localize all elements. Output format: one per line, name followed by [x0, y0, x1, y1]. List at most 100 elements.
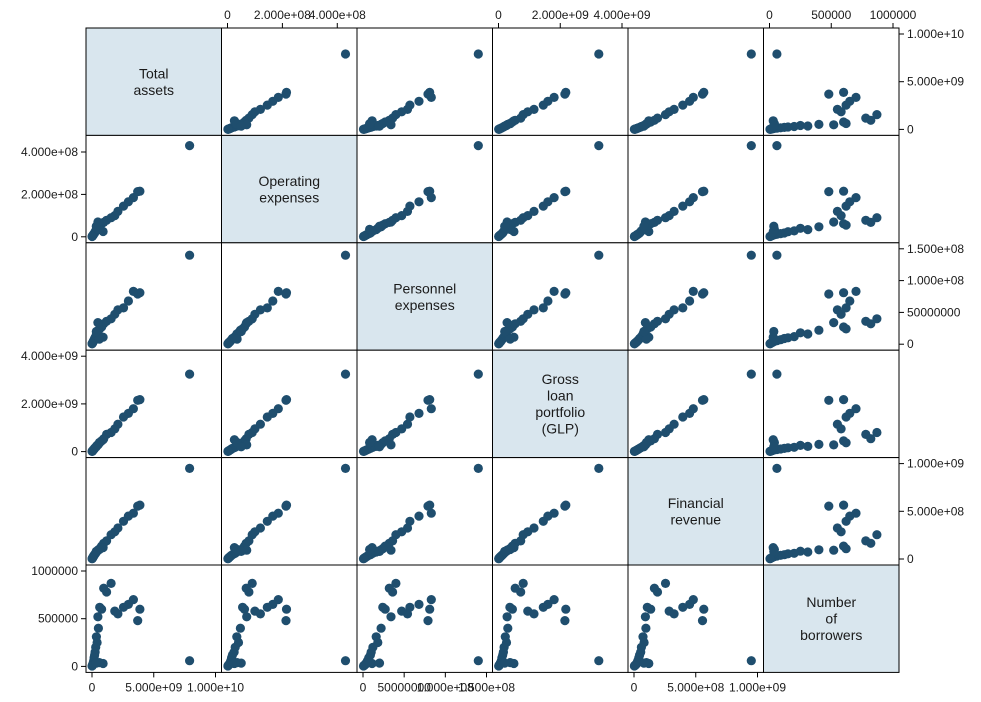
- data-point-16-row5-col3: [500, 632, 510, 642]
- variable-label-4-line-1: revenue: [670, 512, 721, 528]
- data-point-1-row3-col5: [839, 395, 849, 405]
- data-point-31-row2-col1: [236, 326, 246, 337]
- data-point-5-row4-col0: [118, 516, 129, 526]
- data-point-31-row1-col3: [500, 221, 510, 231]
- top-tick-label-1-1: 2.000e+08: [254, 8, 311, 22]
- data-point-31-row0-col1: [236, 121, 246, 131]
- data-point-31-row5-col4: [639, 658, 649, 668]
- data-point-14-row1-col2: [386, 217, 396, 227]
- scatter-cell-2-3: [492, 242, 629, 351]
- data-point-14-row4-col5: [829, 545, 839, 555]
- data-point-2-row0-col1: [281, 89, 291, 99]
- data-point-4-row3-col2: [414, 408, 424, 418]
- data-point-5-row4-col1: [262, 516, 272, 526]
- data-point-30-row2-col5: [769, 334, 780, 344]
- data-point-13-row5-col4: [641, 623, 651, 633]
- data-point-1-row4-col5: [839, 500, 849, 510]
- data-point-31-row4-col3: [500, 546, 510, 557]
- data-point-0-row3-col5: [772, 369, 782, 379]
- top-tick-label-1-0: 0: [224, 8, 231, 22]
- data-point-14-row5-col3: [502, 612, 512, 622]
- data-point-2-row3-col2: [423, 395, 433, 405]
- variable-label-5-line-2: borrowers: [800, 627, 862, 643]
- diagonal-cell-5: [763, 564, 900, 673]
- data-point-28-row5-col4: [629, 661, 640, 671]
- top-tick-label-5-2: 1000000: [870, 8, 917, 22]
- data-point-2-row5-col2: [423, 616, 433, 626]
- data-point-0-row0-col4: [746, 49, 756, 59]
- data-point-14-row2-col3: [502, 318, 512, 328]
- left-tick-label-5-1: 500000: [38, 612, 78, 626]
- data-point-30-row1-col2: [365, 224, 375, 234]
- data-point-0-row4-col1: [340, 463, 351, 473]
- data-point-16-row0-col5: [803, 121, 813, 131]
- matrix-axes: 0 2.000e+084.000e+08 0 2.000e+09 4.000e+09 0 5…: [21, 8, 964, 694]
- data-point-30-row2-col3: [505, 334, 515, 344]
- data-point-7-row0-col5: [836, 107, 846, 117]
- variable-label-1-line-1: expenses: [259, 189, 319, 205]
- data-point-8-row2-col5: [872, 314, 882, 324]
- data-point-12-row5-col4: [642, 602, 652, 612]
- right-tick-label-2-1: 50000000: [907, 305, 961, 319]
- left-tick-label-3-2: 4.000e+09: [21, 349, 78, 363]
- data-point-13-row4-col5: [814, 545, 824, 555]
- data-point-8-row5-col3: [518, 578, 528, 589]
- data-point-0-row2-col1: [340, 250, 351, 260]
- data-point-10-row1-col5: [866, 217, 876, 227]
- data-point-5-row0-col5: [841, 100, 851, 110]
- data-point-31-row1-col0: [91, 221, 101, 231]
- data-point-31-row1-col4: [639, 221, 649, 231]
- scatter-cell-0-5: [763, 27, 900, 136]
- data-point-28-row2-col3: [494, 339, 504, 349]
- data-point-5-row4-col5: [841, 516, 851, 526]
- top-tick-label-5-0: 0: [766, 8, 773, 22]
- data-point-3-row1-col2: [426, 193, 436, 203]
- data-point-8-row3-col5: [872, 427, 882, 438]
- data-point-5-row5-col1: [262, 602, 272, 612]
- bottom-tick-label-4-1: 5.000e+08: [667, 680, 724, 694]
- data-point-2-row2-col1: [281, 289, 291, 299]
- data-point-4-row2-col5: [845, 296, 855, 306]
- data-point-16-row5-col2: [371, 632, 381, 642]
- right-tick-label-4-1: 5.000e+08: [907, 504, 964, 518]
- data-point-7-row1-col5: [836, 211, 846, 221]
- data-point-0-row1-col3: [594, 141, 604, 151]
- data-point-1-row5-col2: [425, 604, 435, 614]
- data-point-28-row3-col4: [629, 446, 640, 456]
- data-point-16-row5-col4: [638, 632, 648, 642]
- bottom-tick-label-2-2: 1.000e+08: [417, 680, 474, 694]
- data-point-1-row1-col5: [839, 186, 849, 196]
- data-point-5-row3-col4: [678, 412, 688, 422]
- data-point-0-row3-col2: [473, 369, 483, 379]
- data-point-12-row2-col5: [841, 324, 851, 334]
- data-point-31-row4-col5: [769, 546, 779, 557]
- right-tick-label-2-3: 1.500e+08: [907, 242, 964, 256]
- variable-label-5-line-1: of: [825, 611, 837, 627]
- data-point-3-row2-col5: [851, 286, 861, 296]
- data-point-3-row5-col3: [549, 595, 559, 605]
- variable-label-3-line-0: Gross: [542, 371, 579, 387]
- data-point-3-row2-col0: [128, 286, 138, 296]
- diagonal-cell-2: [356, 242, 493, 351]
- data-point-28-row1-col2: [358, 231, 369, 242]
- variable-label-3-line-2: portfolio: [535, 404, 585, 420]
- data-point-16-row5-col0: [91, 632, 101, 642]
- data-point-8-row3-col4: [660, 427, 671, 438]
- data-point-8-row0-col5: [872, 110, 882, 120]
- data-point-16-row3-col5: [803, 441, 813, 451]
- data-point-5-row5-col4: [678, 602, 688, 612]
- data-point-28-row0-col2: [358, 124, 369, 134]
- data-point-0-row2-col3: [594, 250, 604, 260]
- data-point-4-row2-col3: [543, 296, 553, 306]
- data-point-31-row4-col1: [236, 546, 246, 557]
- variable-label-2-line-1: expenses: [395, 297, 455, 313]
- variable-label-5-line-0: Number: [806, 594, 856, 610]
- variable-label-4-line-0: Financial: [668, 495, 724, 511]
- data-point-13-row0-col5: [814, 119, 824, 129]
- data-point-31-row1-col2: [374, 221, 385, 231]
- data-point-4-row2-col1: [268, 296, 278, 306]
- data-point-7-row5-col4: [664, 606, 674, 616]
- variable-label-0-line-1: assets: [134, 82, 174, 98]
- data-point-10-row5-col3: [510, 583, 520, 593]
- data-point-10-row5-col2: [384, 583, 394, 593]
